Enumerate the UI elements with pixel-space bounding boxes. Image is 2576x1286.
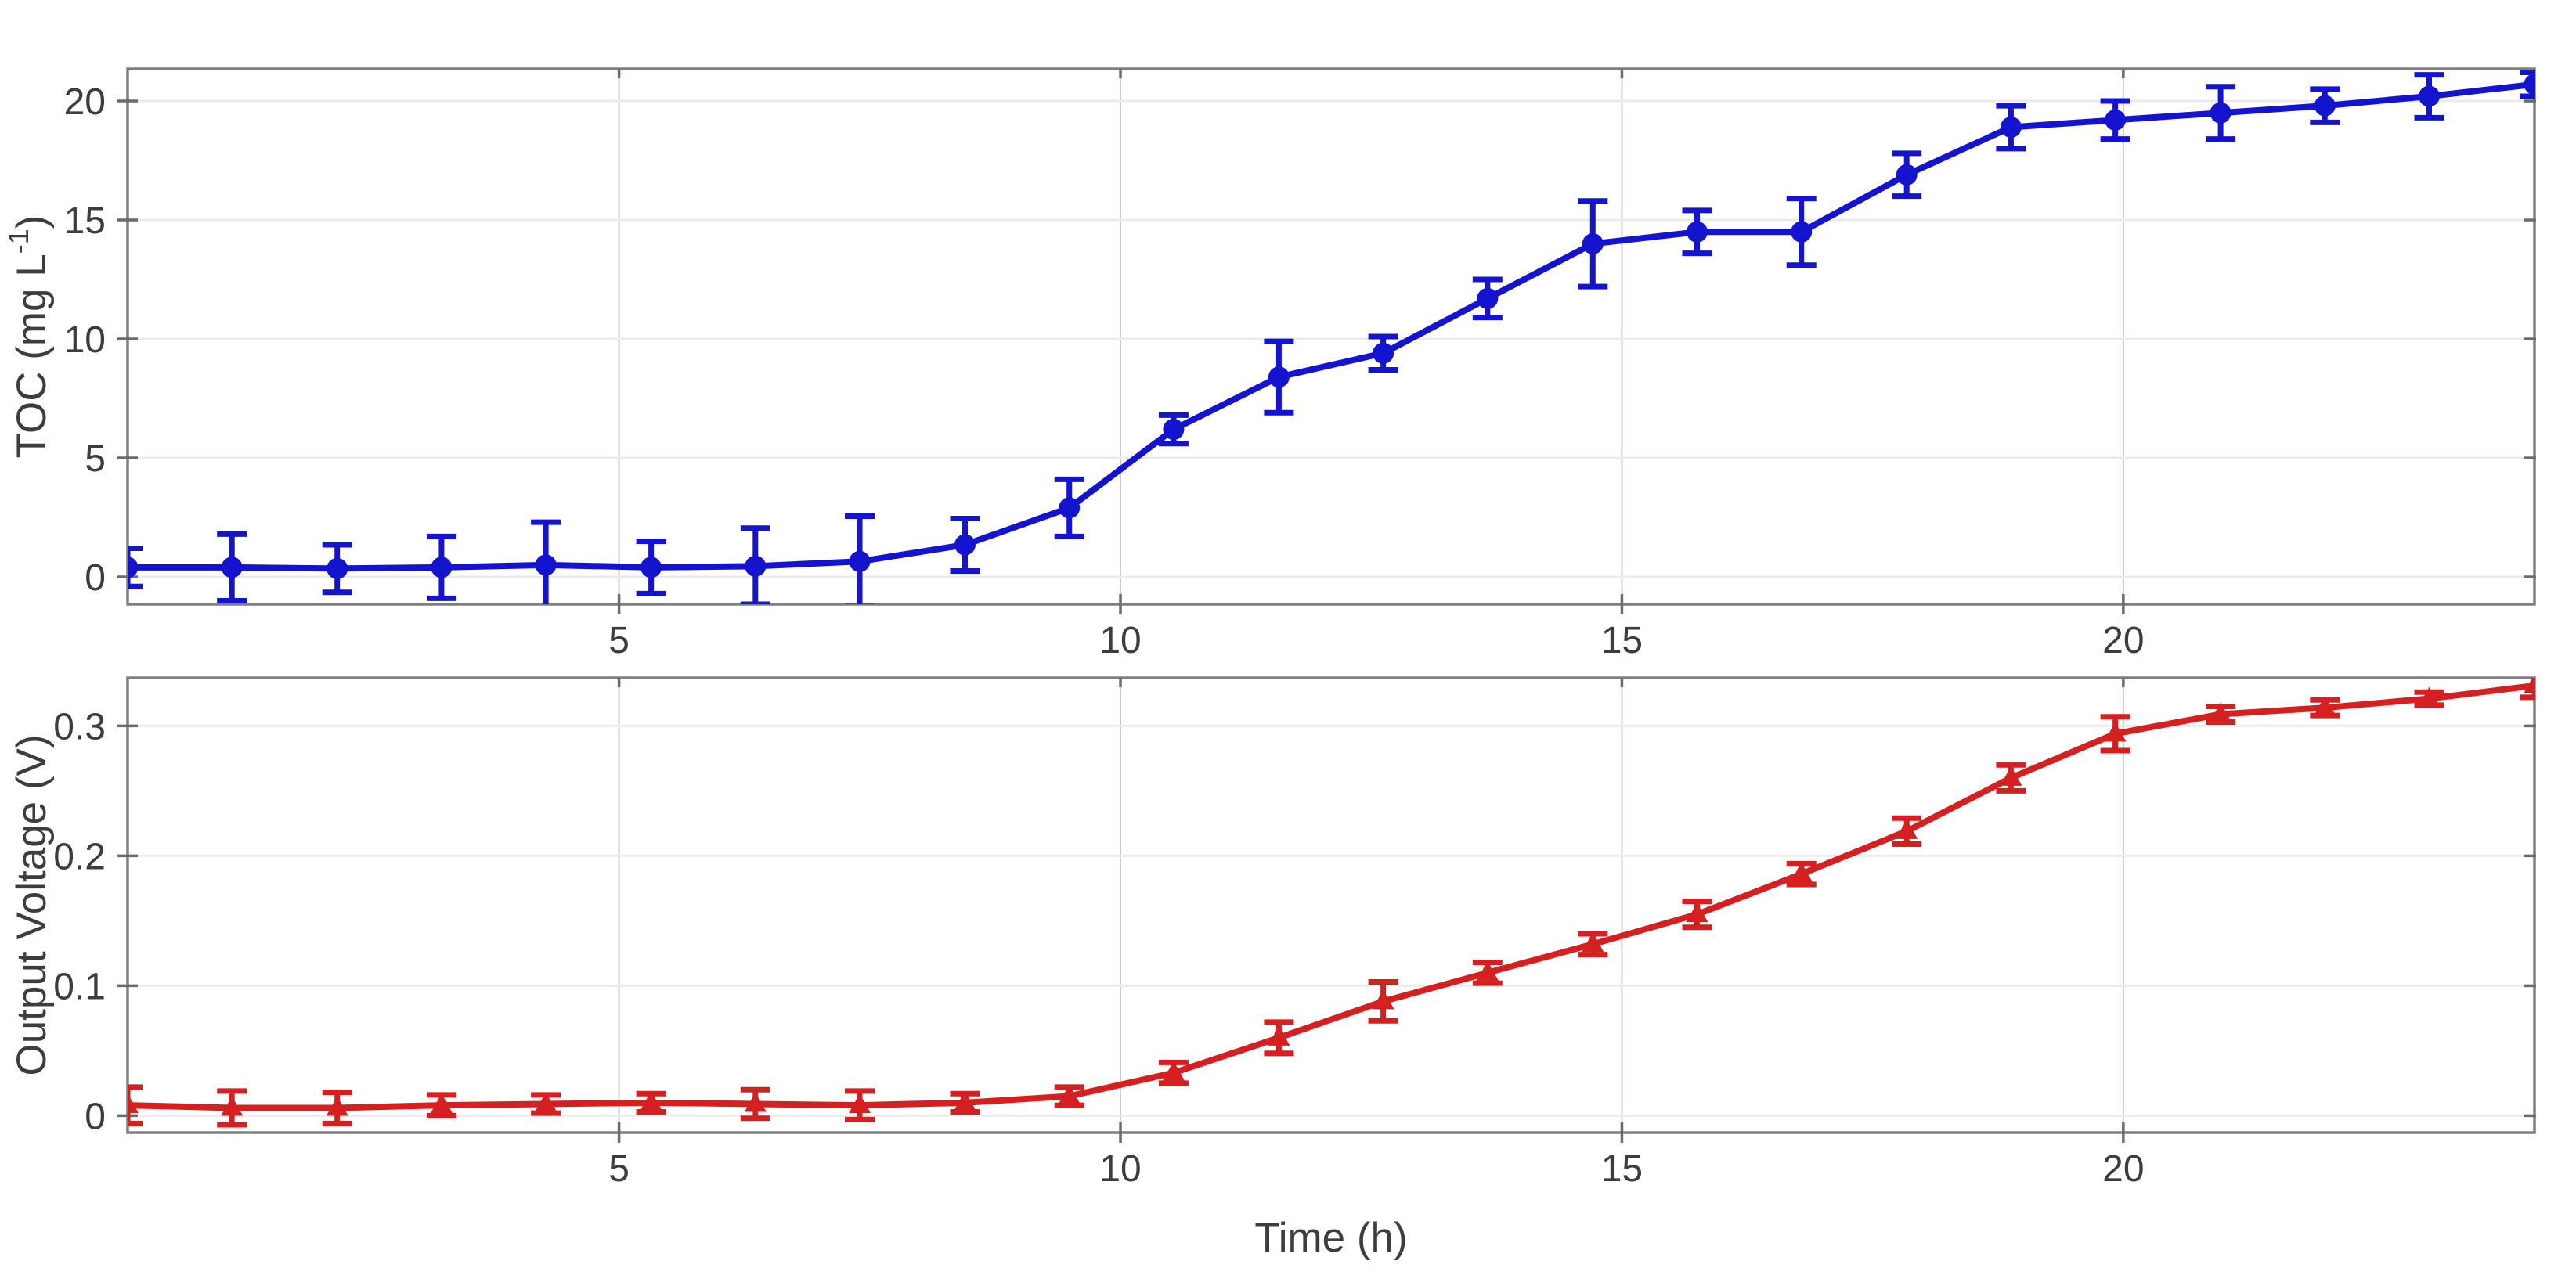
toc-data-point	[1373, 342, 1394, 364]
voltage-xtick-label: 20	[2102, 1148, 2144, 1190]
toc-data-point	[2105, 109, 2127, 131]
toc-ytick-label: 0	[85, 557, 106, 599]
voltage-data-point	[744, 1092, 767, 1112]
toc-data-point	[849, 550, 871, 572]
toc-data-point	[1059, 497, 1081, 519]
voltage-data-point	[2104, 722, 2127, 742]
toc-data-point	[1791, 221, 1813, 243]
voltage-data-point	[1582, 932, 1604, 953]
toc-xtick-label: 20	[2102, 620, 2144, 661]
voltage-data-point	[2000, 765, 2022, 786]
toc-data-point	[1477, 287, 1499, 309]
toc-ytick-label: 5	[85, 438, 106, 480]
toc-data-point	[327, 557, 348, 579]
toc-series	[128, 70, 2535, 604]
toc-data-point	[2000, 116, 2022, 138]
voltage-ytick-label: 0.1	[53, 966, 106, 1007]
toc-data-point	[128, 557, 139, 578]
voltage-plot-area	[128, 678, 2535, 1133]
voltage-data-point	[2418, 686, 2441, 707]
voltage-axes-box	[126, 676, 2536, 1134]
voltage-xtick-label: 15	[1601, 1148, 1643, 1190]
voltage-ytick-label: 0	[85, 1096, 106, 1137]
toc-data-point	[2524, 74, 2535, 95]
toc-data-point	[745, 555, 767, 577]
voltage-data-point	[1790, 862, 1813, 882]
voltage-data-point	[1686, 902, 1708, 923]
voltage-error-bar	[2520, 678, 2535, 701]
toc-ytick-label: 10	[64, 319, 106, 361]
toc-data-point	[1582, 232, 1604, 254]
voltage-xtick-label: 10	[1099, 1148, 1141, 1190]
voltage-data-point	[1476, 960, 1499, 981]
toc-data-point	[1163, 419, 1185, 441]
voltage-series	[128, 678, 2535, 1128]
toc-data-point	[2419, 85, 2441, 107]
voltage-data-point	[1162, 1061, 1185, 1081]
voltage-ytick-label: 0.3	[53, 706, 106, 747]
toc-data-point	[535, 554, 557, 576]
voltage-data-point	[2314, 696, 2336, 716]
voltage-data-point	[2524, 678, 2535, 693]
toc-data-point	[2314, 95, 2336, 117]
voltage-data-point	[1896, 819, 1918, 839]
voltage-data-point	[1058, 1084, 1081, 1104]
toc-data-point	[431, 557, 453, 578]
voltage-data-point	[849, 1093, 871, 1114]
toc-error-bar	[2520, 70, 2535, 99]
toc-axes-box	[126, 67, 2536, 606]
toc-data-point	[1896, 164, 1918, 186]
voltage-yaxis-label: Output Voltage (V)	[9, 734, 55, 1075]
voltage-data-point	[640, 1090, 662, 1111]
toc-xtick-label: 5	[608, 620, 630, 661]
toc-data-point	[954, 534, 976, 556]
toc-ytick-label: 15	[64, 200, 106, 242]
toc-data-point	[1687, 221, 1708, 243]
voltage-data-point	[954, 1090, 976, 1111]
voltage-data-point	[1268, 1025, 1290, 1046]
toc-data-point	[2210, 102, 2231, 124]
toc-data-point	[1268, 366, 1290, 388]
toc-ytick-label: 20	[64, 81, 106, 123]
voltage-data-point	[128, 1093, 139, 1114]
toc-series-line	[128, 81, 2535, 572]
voltage-data-point	[2210, 702, 2232, 722]
toc-plot-area	[128, 69, 2535, 604]
voltage-xtick-label: 5	[608, 1148, 630, 1190]
voltage-data-point	[430, 1093, 453, 1114]
toc-error-bar	[128, 546, 143, 589]
toc-xtick-label: 15	[1601, 620, 1643, 661]
voltage-ytick-label: 0.2	[53, 836, 106, 877]
voltage-series-line	[128, 682, 2535, 1111]
voltage-error-bar	[128, 1084, 143, 1126]
toc-xtick-label: 10	[1099, 620, 1141, 661]
toc-yaxis-label: TOC (mg L-1)	[2, 215, 55, 459]
voltage-data-point	[326, 1096, 348, 1116]
toc-data-point	[221, 557, 243, 578]
voltage-data-point	[535, 1092, 557, 1112]
voltage-xaxis-label: Time (h)	[1254, 1215, 1407, 1261]
voltage-data-point	[1372, 989, 1394, 1010]
toc-data-point	[640, 557, 662, 578]
voltage-data-point	[221, 1096, 244, 1116]
